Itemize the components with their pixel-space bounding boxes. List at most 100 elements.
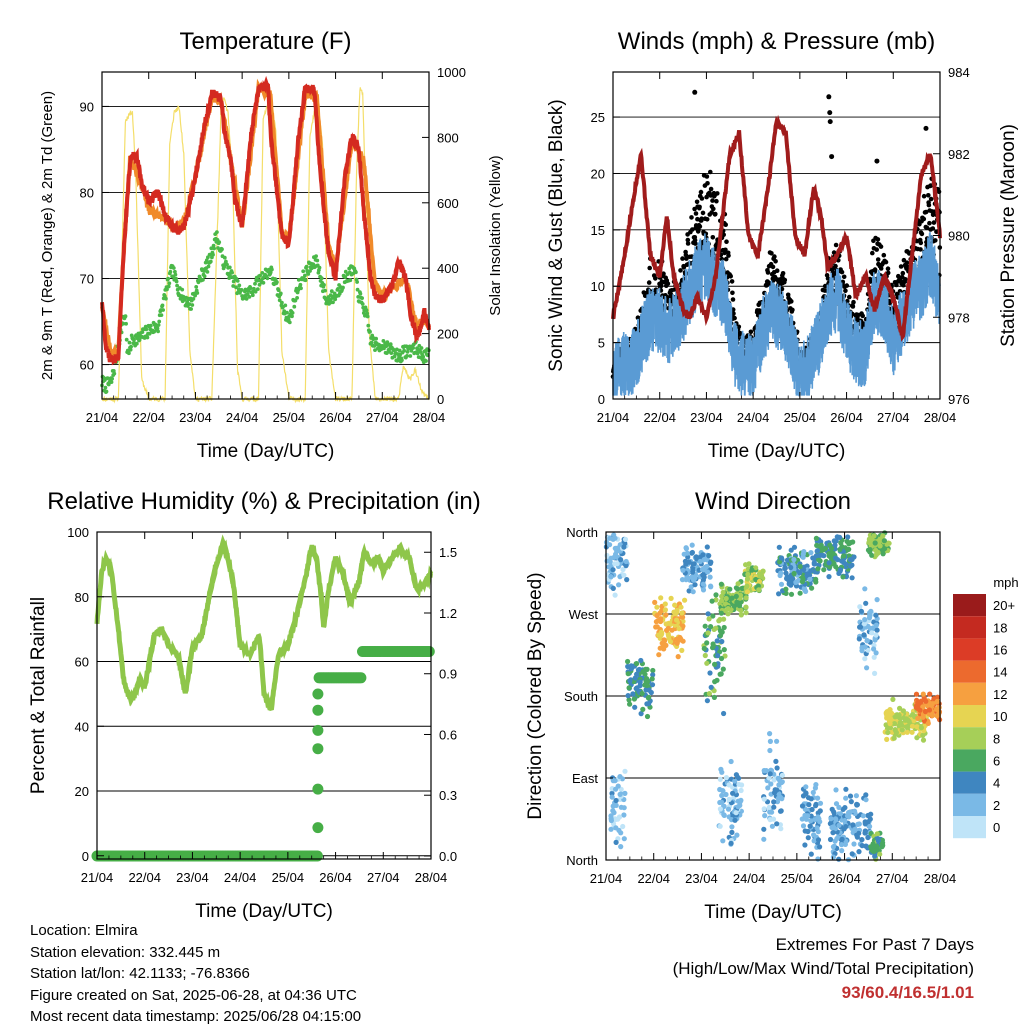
x-tick-label: 26/04 (830, 410, 863, 425)
direction-point (779, 582, 784, 587)
colorbar-label: 20+ (993, 598, 1015, 613)
direction-point (843, 787, 848, 792)
direction-point (622, 769, 627, 774)
direction-point (645, 683, 650, 688)
y-axis-label: Percent & Total Rainfall (28, 597, 49, 794)
direction-point (826, 551, 831, 556)
colorbar-swatch (953, 683, 986, 705)
y2-axis-label: Station Pressure (Maroon) (998, 124, 1019, 347)
dewpoint-point (424, 359, 428, 363)
dewpoint-point (288, 321, 292, 325)
direction-point (863, 797, 868, 802)
y-tick-label: 25 (591, 110, 605, 125)
direction-point (779, 780, 784, 785)
y-tick-label: South (564, 689, 598, 704)
direction-point (718, 777, 723, 782)
direction-point (808, 824, 813, 829)
colorbar-swatch (953, 594, 986, 616)
y-tick-label: 20 (75, 784, 89, 799)
gust-point (781, 271, 786, 276)
direction-point (855, 822, 860, 827)
direction-point (679, 648, 684, 653)
y2-tick-label: 1000 (437, 65, 466, 80)
direction-point (679, 610, 684, 615)
dewpoint-point (295, 296, 299, 300)
direction-point (690, 550, 695, 555)
direction-point (860, 843, 865, 848)
direction-point (815, 796, 820, 801)
direction-point (833, 816, 838, 821)
direction-point (675, 641, 680, 646)
direction-point (616, 784, 621, 789)
y-tick-label: 90 (80, 99, 94, 114)
gust-point (918, 247, 923, 252)
y-tick-label: 100 (67, 525, 89, 540)
x-tick-label: 21/04 (590, 871, 623, 886)
dewpoint-point (220, 247, 224, 251)
y-tick-label: 80 (80, 185, 94, 200)
x-tick-label: 24/04 (733, 871, 766, 886)
dewpoint-point (160, 313, 164, 317)
dewpoint-point (374, 337, 378, 341)
direction-point (674, 618, 679, 623)
direction-point (744, 584, 749, 589)
gust-point (697, 205, 702, 210)
direction-point (612, 561, 617, 566)
direction-point (893, 727, 898, 732)
direction-point (638, 683, 643, 688)
dewpoint-point (209, 260, 213, 264)
direction-point (928, 701, 933, 706)
dewpoint-point (112, 372, 116, 376)
direction-point (836, 857, 841, 862)
direction-point (768, 739, 773, 744)
direction-point (719, 582, 724, 587)
direction-point (826, 574, 831, 579)
direction-point (715, 653, 720, 658)
direction-point (848, 794, 853, 799)
dewpoint-point (157, 320, 161, 324)
dewpoint-point (318, 266, 322, 270)
y2-tick-label: 978 (948, 310, 970, 325)
direction-point (756, 587, 761, 592)
gust-point (653, 276, 658, 281)
direction-point (734, 600, 739, 605)
gust-point (730, 279, 735, 284)
dewpoint-point (315, 259, 319, 263)
direction-point (632, 705, 637, 710)
direction-point (815, 566, 820, 571)
gust-point (701, 211, 706, 216)
direction-point (744, 610, 749, 615)
direction-point (850, 822, 855, 827)
direction-point (621, 544, 626, 549)
wind-direction-panel: Wind Direction21/04 22/04 23/04 24/04 25/04 2… (525, 488, 956, 923)
y-tick-label: West (569, 607, 599, 622)
direction-point (624, 577, 629, 582)
direction-point (666, 633, 671, 638)
gust-point (851, 304, 856, 309)
figure-canvas: Temperature (F)21/04 22/04 23/04 24/04 25/04… (0, 0, 1024, 1024)
recent-data-text: Most recent data timestamp: 2025/06/28 0… (30, 1006, 361, 1028)
direction-point (776, 796, 781, 801)
direction-point (722, 647, 727, 652)
humidity-precip-panel: Relative Humidity (%) & Precipitation (i… (28, 488, 481, 922)
x-tick-label: 22/04 (637, 871, 670, 886)
dewpoint-point (236, 279, 240, 283)
direction-point (861, 632, 866, 637)
direction-point (707, 616, 712, 621)
direction-point (622, 836, 627, 841)
gust-point (647, 266, 652, 271)
direction-point (606, 564, 611, 569)
direction-point (762, 797, 767, 802)
gust-point (705, 181, 710, 186)
panel-title: Wind Direction (695, 488, 851, 515)
solar-insolation-line (102, 87, 429, 401)
direction-point (634, 661, 639, 666)
direction-point (836, 823, 841, 828)
direction-point (773, 759, 778, 764)
gust-point (870, 251, 875, 256)
dewpoint-point (253, 282, 257, 286)
direction-point (863, 601, 868, 606)
x-axis-label: Time (Day/UTC) (195, 901, 333, 922)
direction-point (757, 579, 762, 584)
y2-tick-label: 400 (437, 261, 459, 276)
